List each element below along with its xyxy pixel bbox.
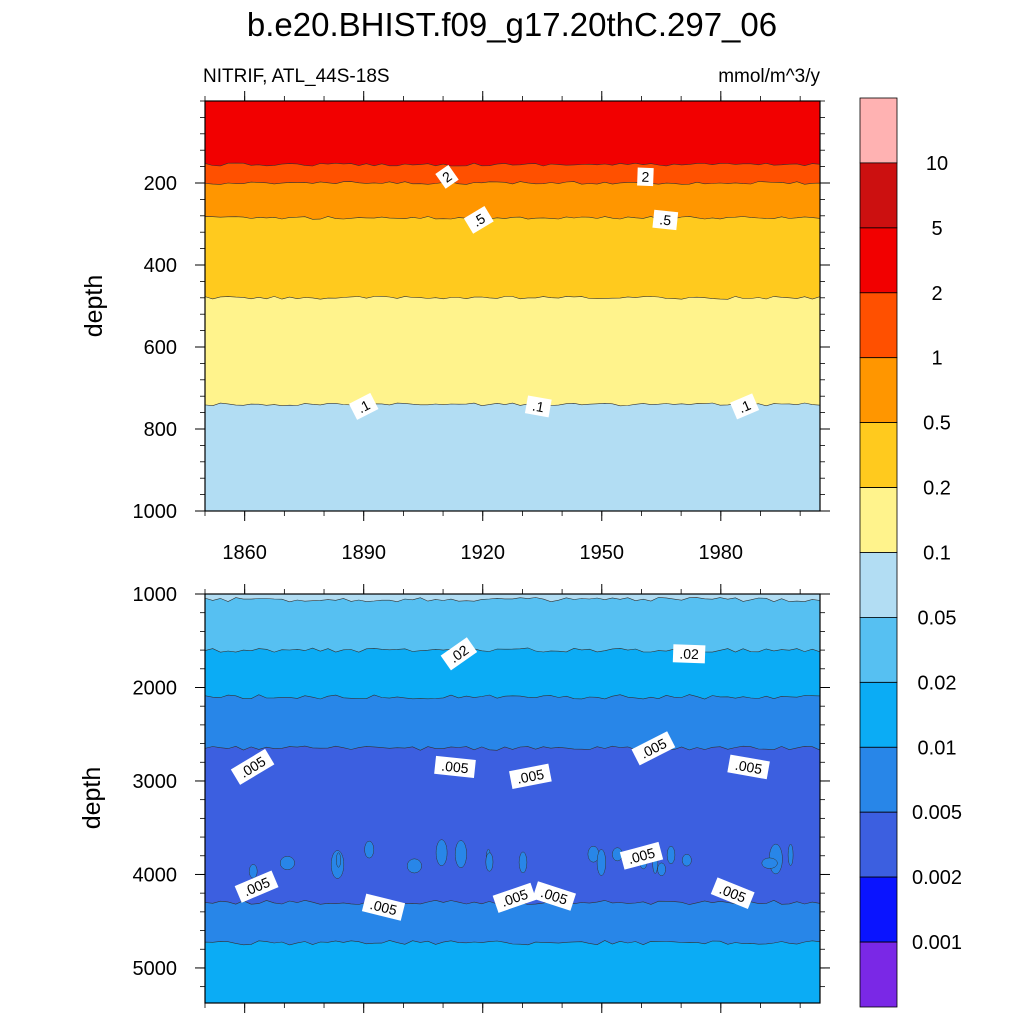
top-panel: NITRIF, ATL_44S-18S mmol/m^3/y 2 2.5.5.1.… — [80, 66, 830, 564]
bottom-contour-blob — [406, 858, 422, 874]
bottom-contour-blob — [279, 856, 295, 870]
colorbar-level-label: 0.2 — [923, 478, 951, 500]
top-left-subtitle: NITRIF, ATL_44S-18S — [203, 66, 390, 87]
top-contour-label-text: 2 — [641, 169, 650, 185]
top-y-tick-label: 400 — [144, 255, 177, 277]
colorbar-swatch — [859, 617, 898, 683]
bottom-contour-label-text: .005 — [441, 758, 470, 777]
bottom-contour-blob — [454, 840, 467, 868]
top-contour-label: .1 — [348, 392, 379, 420]
colorbar: 10 5 2 1 0.5 0.2 0.1 0.05 0.02 0.01 0.005 0.002 0.00… — [859, 97, 962, 1008]
bottom-contour-label: .005 — [509, 763, 552, 789]
top-y-tick-label: 1000 — [133, 501, 178, 523]
top-right-subtitle: mmol/m^3/y — [718, 66, 820, 87]
top-contour-label: .1 — [730, 393, 760, 420]
bottom-y-tick-label: 1000 — [133, 584, 178, 606]
bottom-contour-blob — [657, 862, 666, 876]
bottom-contour-label-text: .005 — [515, 766, 545, 787]
bottom-contour-label: .005 — [727, 754, 770, 780]
bottom-contour-label-text: .02 — [679, 645, 699, 662]
colorbar-swatch — [859, 357, 898, 424]
bottom-contour-label-text: .005 — [626, 844, 657, 867]
top-contour-fill — [204, 101, 821, 512]
top-contour-label: 2 — [637, 167, 654, 187]
top-contour-label: 2 — [435, 164, 459, 189]
top-y-tick-label: 200 — [144, 173, 177, 195]
top-axes: 200 400 600 800 1000 1860 1890 1920 1950 1980 — [133, 91, 830, 564]
top-x-tick-label: 1860 — [222, 542, 267, 564]
bottom-contour-label-text: .005 — [734, 757, 764, 778]
colorbar-level-label: 0.1 — [923, 543, 951, 565]
colorbar-level-label: 0.5 — [923, 413, 951, 435]
top-contour-label-text: .5 — [659, 211, 672, 228]
colorbar-swatch — [859, 292, 898, 359]
top-x-tick-label: 1920 — [460, 542, 505, 564]
bottom-band-6 — [204, 940, 821, 1004]
colorbar-level-label: 0.001 — [912, 932, 962, 954]
bottom-contour-label: .005 — [532, 881, 577, 911]
top-contour-label: .5 — [652, 209, 679, 231]
colorbar-level-label: 0.002 — [912, 867, 962, 889]
bottom-contour-label: .005 — [434, 755, 476, 778]
colorbar-swatch — [859, 162, 898, 229]
bottom-axes: 1000 2000 3000 4000 5000 — [133, 584, 830, 1013]
colorbar-level-label: 0.005 — [912, 802, 962, 824]
top-plot-frame — [204, 100, 821, 512]
colorbar-swatch — [859, 487, 898, 553]
colorbar-level-label: 0.02 — [918, 672, 957, 694]
colorbar-level-label: 0.05 — [918, 607, 957, 629]
colorbar-swatch — [859, 941, 898, 1008]
bottom-contour-blob — [761, 857, 778, 869]
top-y-tick-label: 600 — [144, 337, 177, 359]
figure-title: b.e20.BHIST.f09_g17.20thC.297_06 — [247, 6, 777, 43]
top-contour-label-text: .1 — [531, 398, 545, 416]
bottom-contour-blob — [336, 852, 341, 868]
top-contour-label: .5 — [463, 206, 494, 234]
bottom-plot-frame — [204, 593, 821, 1004]
top-x-tick-label: 1950 — [580, 542, 625, 564]
top-contour-labels: 2 2.5.5.1.1.1 — [348, 164, 760, 420]
bottom-contour-label: .005 — [361, 893, 406, 921]
bottom-contour-fill — [204, 594, 821, 1004]
colorbar-swatch — [859, 227, 898, 294]
bottom-panel: .02.02.005.005.005.005.005.005.005.005.0… — [78, 584, 830, 1013]
bottom-contour-blob — [666, 845, 676, 865]
colorbar-level-label: 2 — [931, 283, 942, 305]
colorbar-swatch — [859, 682, 898, 748]
bottom-contour-blob — [518, 851, 528, 874]
bottom-contour-blob — [435, 839, 448, 866]
top-y-axis-label: depth — [80, 275, 108, 338]
colorbar-level-label: 5 — [931, 218, 942, 240]
bottom-contour-blob — [248, 864, 258, 879]
bottom-y-tick-label: 5000 — [133, 958, 178, 980]
bottom-contour-blob — [596, 849, 606, 876]
bottom-contour-blob — [364, 840, 375, 859]
bottom-y-tick-label: 2000 — [133, 677, 178, 699]
bottom-contour-blob — [787, 844, 794, 866]
bottom-contour-label: .005 — [619, 841, 664, 870]
bottom-contour-blob — [485, 852, 494, 872]
colorbar-swatch — [859, 422, 898, 488]
top-x-tick-label: 1980 — [699, 542, 744, 564]
colorbar-level-label: 1 — [931, 348, 942, 370]
colorbar-swatch — [859, 811, 898, 878]
bottom-contour-blob — [681, 854, 692, 867]
bottom-y-tick-label: 3000 — [133, 771, 178, 793]
colorbar-swatch — [859, 746, 898, 813]
bottom-contour-label: .02 — [672, 644, 706, 664]
top-x-tick-label: 1890 — [341, 542, 386, 564]
colorbar-level-label: 0.01 — [918, 737, 957, 759]
top-y-tick-label: 800 — [144, 419, 177, 441]
colorbar-level-label: 10 — [926, 153, 948, 175]
colorbar-swatch — [859, 552, 898, 618]
bottom-y-tick-label: 4000 — [133, 864, 178, 886]
colorbar-swatch — [859, 876, 898, 943]
top-contour-label: .1 — [524, 395, 552, 418]
bottom-y-axis-label: depth — [78, 767, 106, 830]
top-band-5 — [204, 402, 821, 512]
colorbar-swatch — [859, 97, 898, 164]
bottom-contour-label-text: .005 — [368, 896, 399, 918]
